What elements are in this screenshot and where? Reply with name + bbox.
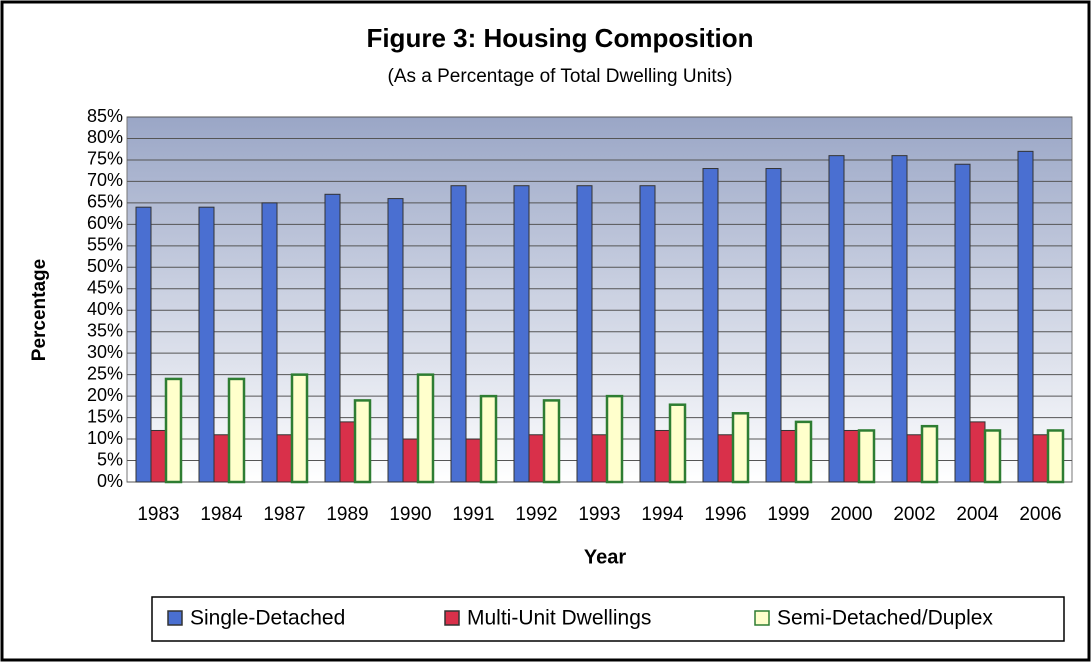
- y-tick-label: 60%: [87, 213, 123, 233]
- bar: [290, 373, 309, 484]
- bar: [843, 429, 860, 483]
- bar: [702, 168, 719, 483]
- x-tick-label: 1984: [200, 504, 243, 525]
- bar: [731, 412, 750, 484]
- x-tick-label: 1996: [704, 504, 746, 525]
- y-tick-label: 65%: [87, 192, 123, 212]
- legend: [151, 596, 1065, 642]
- bar: [150, 429, 167, 483]
- bar: [1046, 429, 1065, 484]
- y-tick-label: 75%: [87, 149, 123, 169]
- x-tick-label: 2006: [1019, 504, 1061, 525]
- bar: [1032, 434, 1049, 483]
- bar: [324, 193, 341, 483]
- bar: [227, 377, 246, 484]
- bar: [276, 434, 293, 483]
- bar: [465, 438, 482, 483]
- plot-area: [126, 116, 1073, 483]
- legend-swatch: [754, 610, 770, 626]
- legend-label: Single-Detached: [190, 607, 345, 630]
- y-tick-label: 55%: [87, 235, 123, 255]
- bar: [654, 429, 671, 483]
- bar: [353, 399, 372, 484]
- bar: [164, 377, 183, 484]
- y-tick-label: 85%: [87, 106, 123, 126]
- bar: [765, 168, 782, 483]
- x-tick-label: 1983: [137, 504, 179, 525]
- bar: [387, 198, 404, 483]
- x-tick-label: 2004: [956, 504, 999, 525]
- x-tick-label: 1992: [515, 504, 557, 525]
- bar: [402, 438, 419, 483]
- y-tick-label: 30%: [87, 342, 123, 362]
- x-tick-label: 1999: [767, 504, 809, 525]
- bar: [135, 206, 152, 483]
- x-tick-label: 1987: [263, 504, 305, 525]
- y-tick-label: 80%: [87, 127, 123, 147]
- bar: [198, 206, 215, 483]
- legend-label: Semi-Detached/Duplex: [777, 607, 993, 630]
- bar: [513, 185, 530, 483]
- bar: [261, 202, 278, 483]
- y-tick-label: 70%: [87, 170, 123, 190]
- x-tick-label: 1994: [641, 504, 684, 525]
- y-tick-label: 5%: [97, 449, 123, 469]
- legend-swatch: [167, 610, 183, 626]
- legend-swatch: [444, 610, 460, 626]
- y-tick-label: 50%: [87, 256, 123, 276]
- bar: [668, 403, 687, 484]
- y-tick-label: 0%: [97, 471, 123, 491]
- x-tick-label: 1989: [326, 504, 368, 525]
- bar: [983, 429, 1002, 484]
- bar: [639, 185, 656, 483]
- x-tick-label: 2000: [830, 504, 872, 525]
- bar: [591, 434, 608, 483]
- bar: [891, 155, 908, 483]
- y-tick-label: 35%: [87, 320, 123, 340]
- bar: [576, 185, 593, 483]
- y-tick-label: 45%: [87, 278, 123, 298]
- bar: [542, 399, 561, 484]
- bar: [920, 424, 939, 484]
- x-tick-label: 1991: [452, 504, 494, 525]
- bar: [717, 434, 734, 483]
- bar: [339, 421, 356, 483]
- x-axis-label: Year: [584, 546, 626, 568]
- bar: [828, 155, 845, 483]
- y-tick-label: 15%: [87, 406, 123, 426]
- y-axis-label: Percentage: [29, 259, 50, 361]
- bar: [528, 434, 545, 483]
- bar: [479, 394, 498, 484]
- x-tick-label: 1990: [389, 504, 431, 525]
- bar: [450, 185, 467, 483]
- y-tick-label: 40%: [87, 299, 123, 319]
- y-tick-label: 10%: [87, 428, 123, 448]
- bar: [906, 434, 923, 483]
- bar: [857, 429, 876, 484]
- chart-title: Figure 3: Housing Composition: [366, 23, 753, 53]
- chart-subtitle: (As a Percentage of Total Dwelling Units…: [388, 66, 733, 87]
- bar: [954, 163, 971, 483]
- bar: [969, 421, 986, 483]
- bar: [1017, 150, 1034, 483]
- y-tick-label: 20%: [87, 385, 123, 405]
- bar: [794, 420, 813, 484]
- x-tick-label: 1993: [578, 504, 620, 525]
- bar: [213, 434, 230, 483]
- y-tick-label: 25%: [87, 363, 123, 383]
- bar: [416, 373, 435, 484]
- x-tick-label: 2002: [893, 504, 935, 525]
- bar: [605, 394, 624, 484]
- legend-label: Multi-Unit Dwellings: [467, 607, 651, 630]
- bar: [780, 429, 797, 483]
